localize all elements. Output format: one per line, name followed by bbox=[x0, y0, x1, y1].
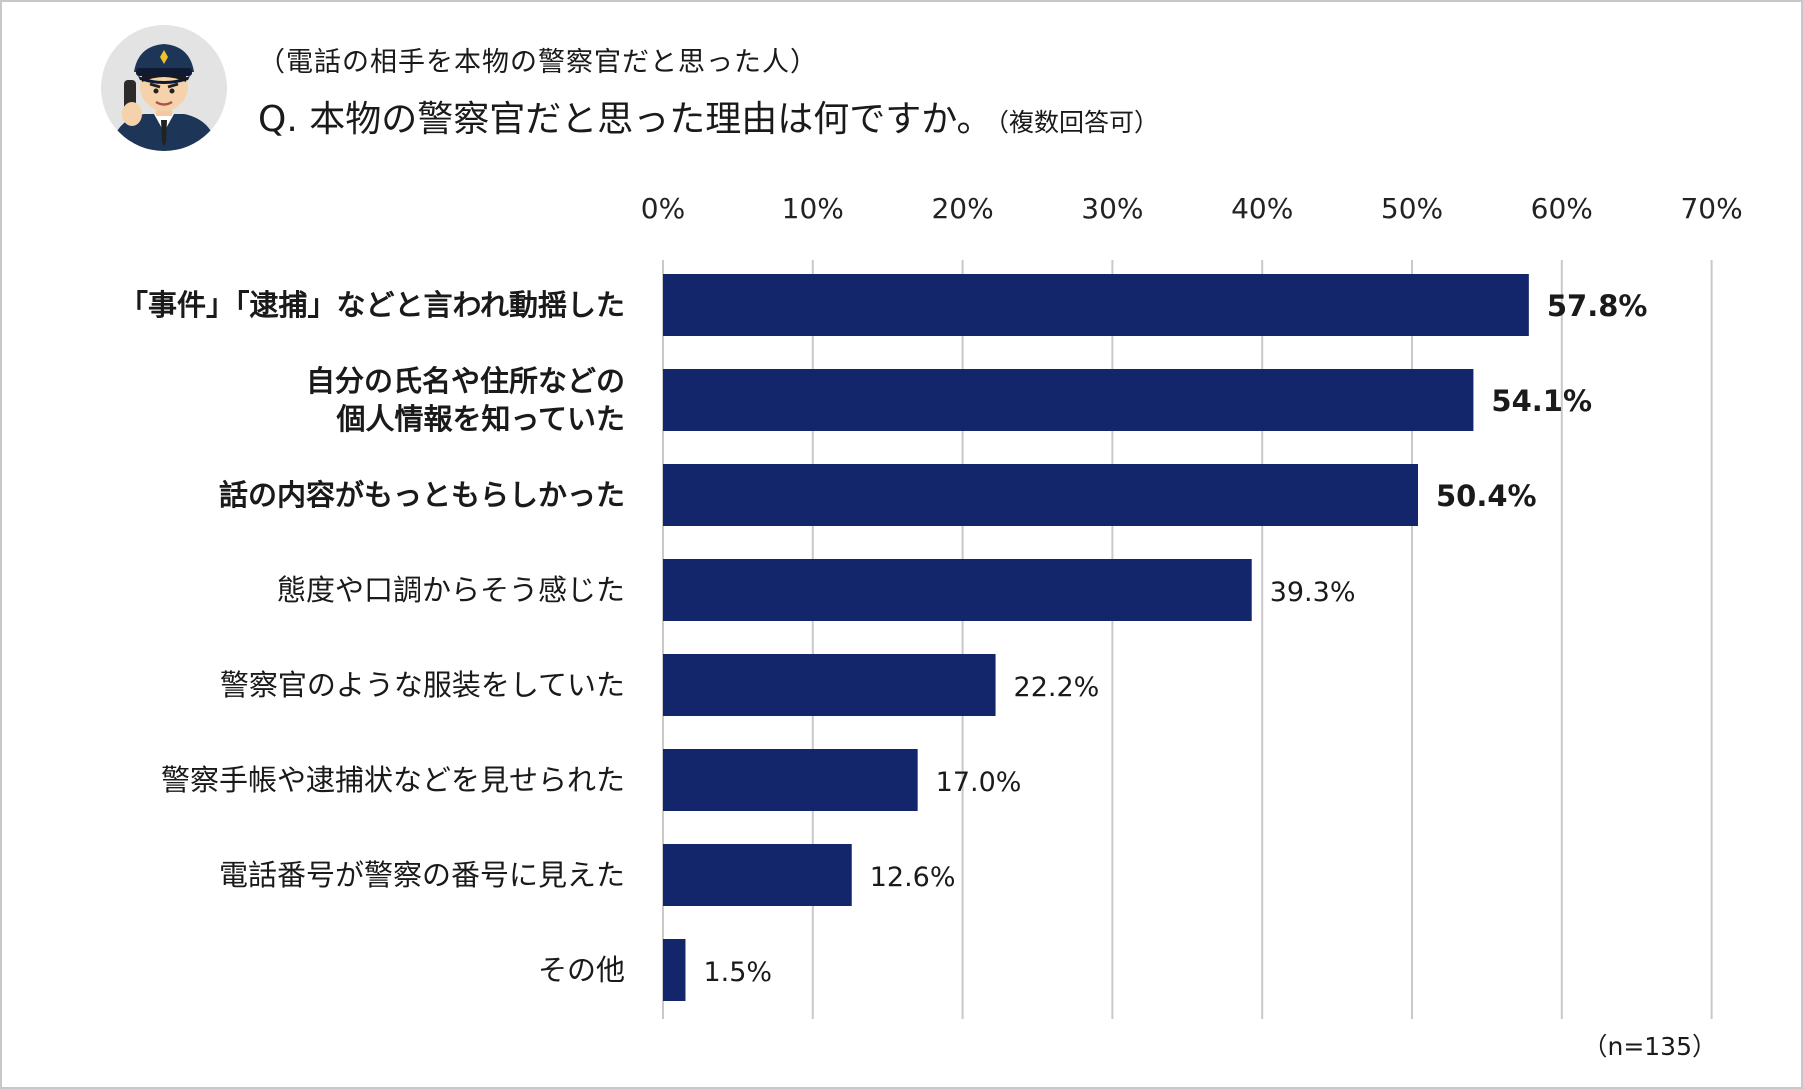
category-label: 態度や口調からそう感じた bbox=[277, 573, 625, 607]
chart-subtitle: （電話の相手を本物の警察官だと思った人） bbox=[258, 47, 818, 78]
category-label: 個人情報を知っていた bbox=[335, 402, 625, 436]
bar-value-label: 54.1% bbox=[1491, 384, 1592, 418]
x-tick-label: 10% bbox=[782, 192, 844, 225]
bar-value-label: 57.8% bbox=[1547, 289, 1648, 323]
sample-size-note: （n=135） bbox=[1582, 1032, 1717, 1061]
bar bbox=[663, 749, 918, 811]
bar-value-label: 17.0% bbox=[936, 767, 1022, 798]
category-label: 話の内容がもっともらしかった bbox=[219, 478, 625, 512]
bar bbox=[663, 559, 1252, 621]
x-tick-label: 50% bbox=[1381, 192, 1443, 225]
bar-value-label: 1.5% bbox=[703, 957, 772, 988]
bar bbox=[663, 654, 996, 716]
x-tick-label: 0% bbox=[641, 192, 685, 225]
bar bbox=[663, 464, 1418, 526]
x-tick-label: 70% bbox=[1680, 192, 1742, 225]
x-tick-label: 60% bbox=[1531, 192, 1593, 225]
bar-value-label: 39.3% bbox=[1270, 577, 1356, 608]
chart-title-line: Q. 本物の警察官だと思った理由は何ですか。 （複数回答可） bbox=[258, 90, 1159, 142]
chart-title-note: （複数回答可） bbox=[996, 108, 1160, 137]
category-label: 「事件」「逮捕」などと言われ動揺した bbox=[119, 288, 625, 322]
bar bbox=[663, 939, 686, 1001]
bar-value-label: 50.4% bbox=[1436, 479, 1537, 513]
bar-value-label: 22.2% bbox=[1014, 672, 1100, 703]
category-label: 警察手帳や逮捕状などを見せられた bbox=[161, 763, 625, 797]
chart-title: Q. 本物の警察官だと思った理由は何ですか。 bbox=[258, 99, 993, 140]
category-label: 電話番号が警察の番号に見えた bbox=[219, 858, 625, 892]
bar bbox=[663, 369, 1474, 431]
category-label: その他 bbox=[538, 953, 625, 987]
x-tick-label: 40% bbox=[1231, 192, 1293, 225]
bar-value-label: 12.6% bbox=[870, 862, 956, 893]
x-tick-label: 30% bbox=[1081, 192, 1143, 225]
bar bbox=[663, 844, 852, 906]
police-officer-on-phone-icon bbox=[101, 25, 227, 151]
bar bbox=[663, 274, 1529, 336]
x-tick-label: 20% bbox=[931, 192, 993, 225]
category-label: 自分の氏名や住所などの bbox=[306, 364, 625, 398]
category-label: 警察官のような服装をしていた bbox=[220, 668, 625, 702]
